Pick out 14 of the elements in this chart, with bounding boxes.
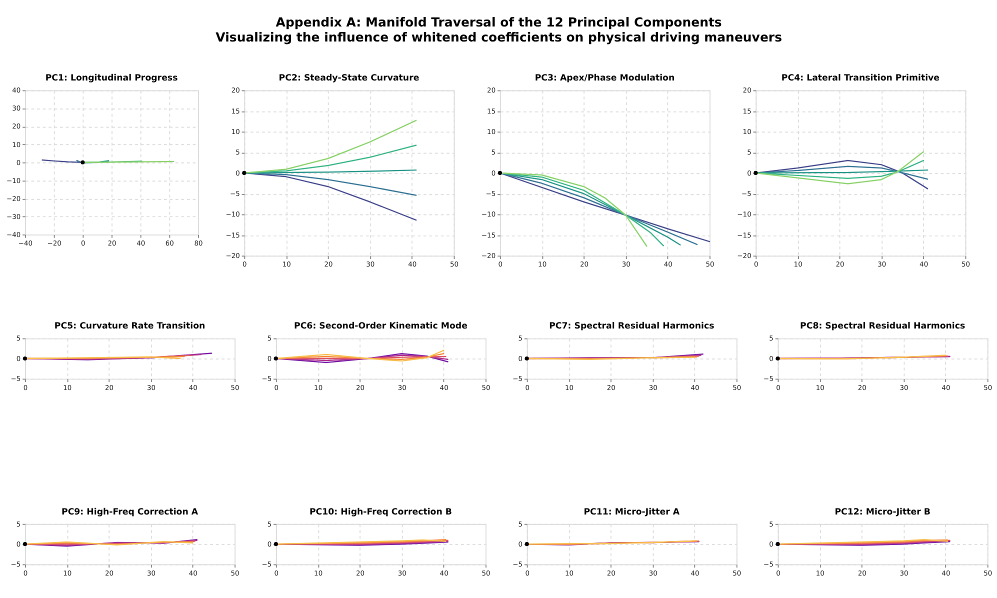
text: Visualizing the influence of whitened coefficients on physical driving maneuvers bbox=[216, 30, 782, 45]
chart-title: PC2: Steady-State Curvature bbox=[278, 74, 420, 84]
text: Appendix A: Manifold Traversal of the 12 Principal Components bbox=[276, 14, 722, 30]
chart-title: PC10: High-Freq Correction B bbox=[309, 507, 452, 518]
chart-title: PC9: High-Freq Correction A bbox=[61, 507, 198, 518]
chart-title: PC3: Apex/Phase Modulation bbox=[534, 74, 675, 84]
chart-title: PC8: Spectral Residual Harmonics bbox=[800, 322, 966, 332]
chart-title: PC12: Micro-Jitter B bbox=[834, 507, 930, 518]
chart-title: PC1: Longitudinal Progress bbox=[45, 74, 178, 84]
chart-title: PC11: Micro-Jitter A bbox=[584, 507, 680, 518]
chart-title: PC7: Spectral Residual Harmonics bbox=[549, 322, 714, 332]
chart-title: PC6: Second-Order Kinematic Mode bbox=[294, 322, 468, 332]
chart-title: PC4: Lateral Transition Primitive bbox=[781, 74, 940, 84]
chart-title: PC5: Curvature Rate Transition bbox=[54, 322, 206, 332]
